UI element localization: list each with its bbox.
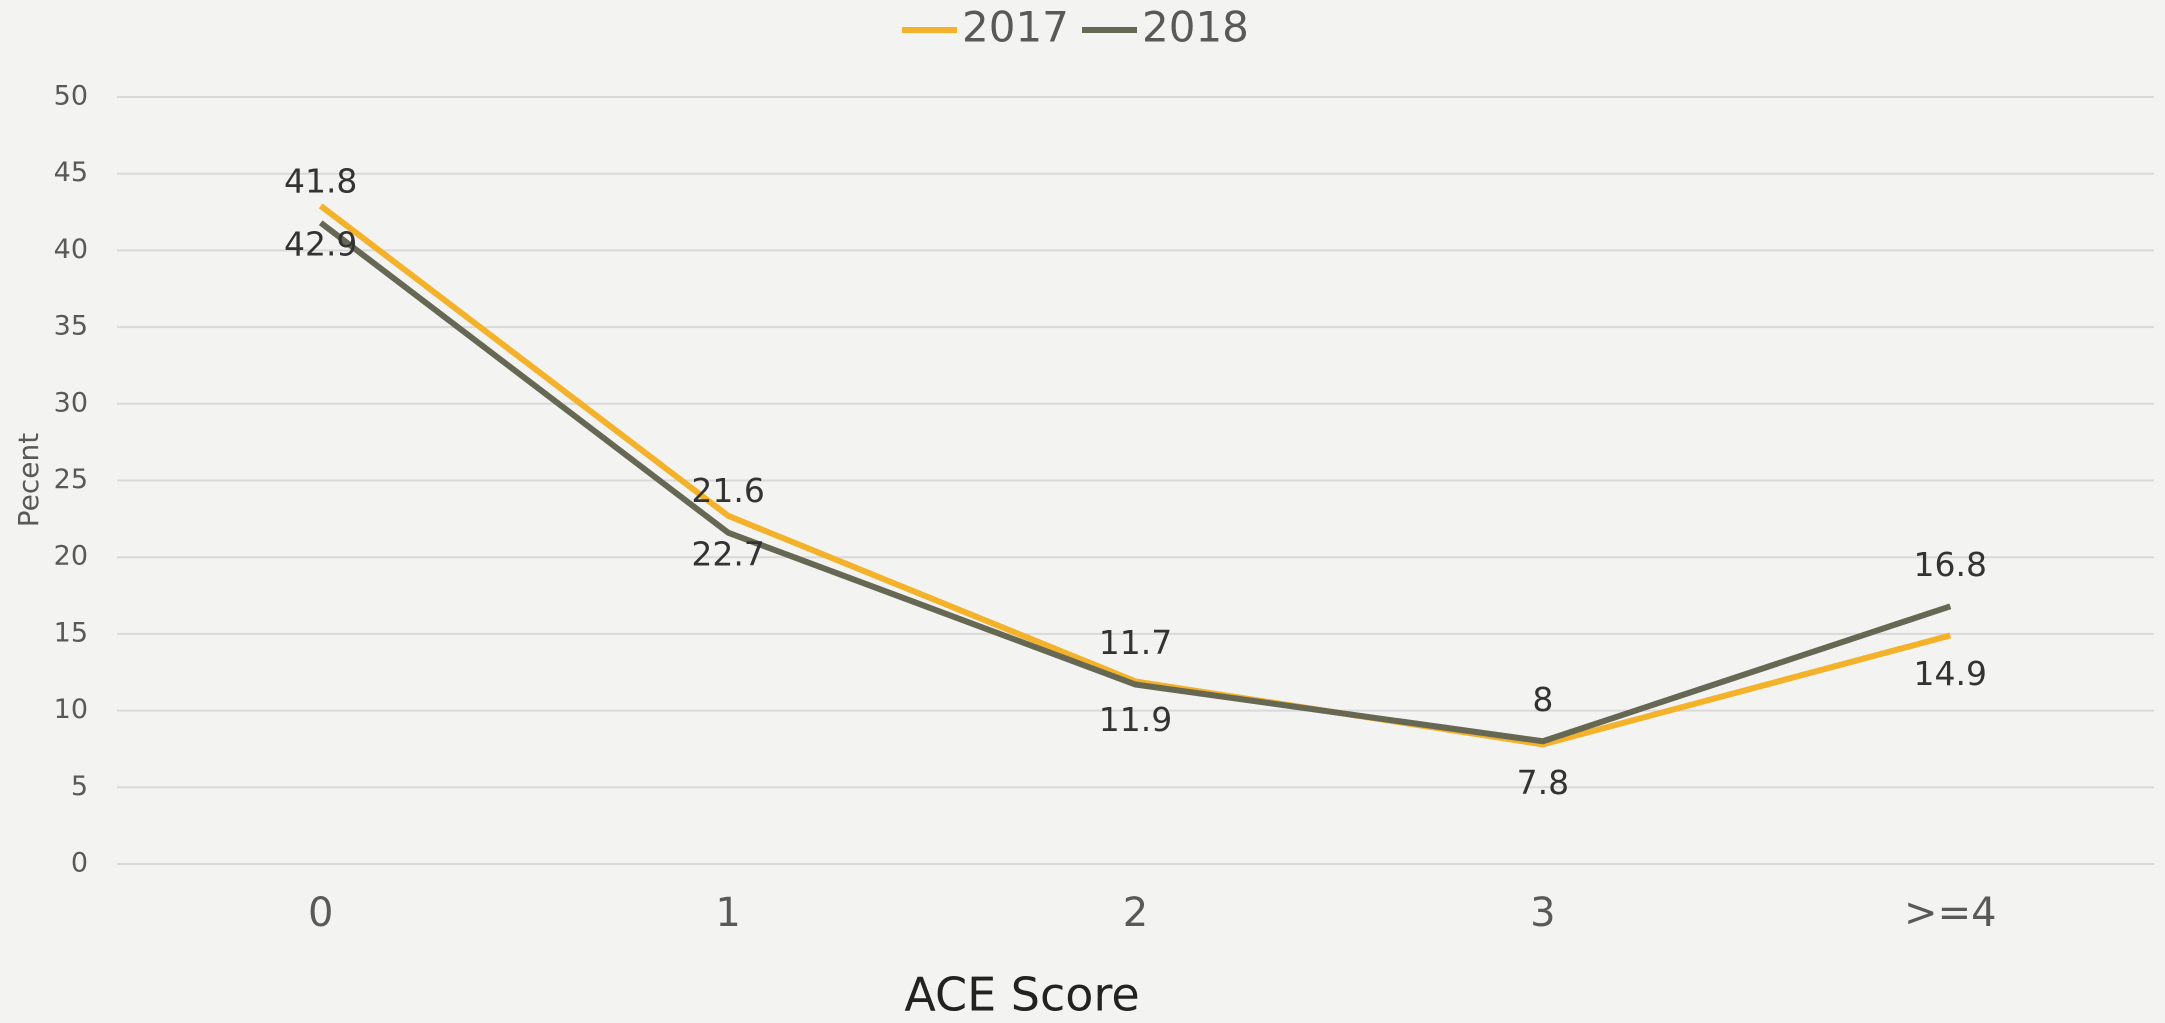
x-tick-label: 3: [1530, 890, 1555, 936]
y-tick-label: 0: [71, 848, 88, 879]
data-label: 8: [1532, 680, 1553, 719]
x-tick-label: >=4: [1904, 890, 1996, 936]
series-line: [318, 220, 1952, 745]
data-label: 41.8: [284, 161, 357, 200]
data-label: 14.9: [1914, 654, 1987, 693]
y-tick-label: 40: [54, 234, 88, 265]
y-tick-label: 30: [54, 387, 88, 418]
data-label: 11.7: [1099, 623, 1172, 662]
data-label: 21.6: [691, 471, 764, 510]
y-tick-label: 35: [54, 311, 88, 342]
data-label: 42.9: [284, 224, 357, 263]
y-axis-title: Pecent: [12, 433, 45, 527]
y-tick-label: 45: [54, 157, 88, 188]
x-axis-title: ACE Score: [904, 968, 1139, 1022]
x-tick-label: 0: [308, 890, 333, 936]
x-tick-label: 2: [1123, 890, 1148, 936]
y-tick-label: 50: [54, 81, 88, 112]
data-label: 16.8: [1914, 545, 1987, 584]
legend-label: 2018: [1142, 3, 1249, 52]
y-tick-label: 5: [71, 771, 88, 802]
legend-label: 2017: [962, 3, 1069, 52]
y-tick-label: 25: [54, 464, 88, 495]
y-tick-label: 10: [54, 694, 88, 725]
x-tick-label: 1: [715, 890, 740, 936]
y-tick-label: 20: [54, 541, 88, 572]
data-label: 7.8: [1517, 763, 1569, 802]
data-label: 22.7: [691, 534, 764, 573]
data-label: 11.9: [1099, 700, 1172, 739]
y-tick-label: 15: [54, 617, 88, 648]
